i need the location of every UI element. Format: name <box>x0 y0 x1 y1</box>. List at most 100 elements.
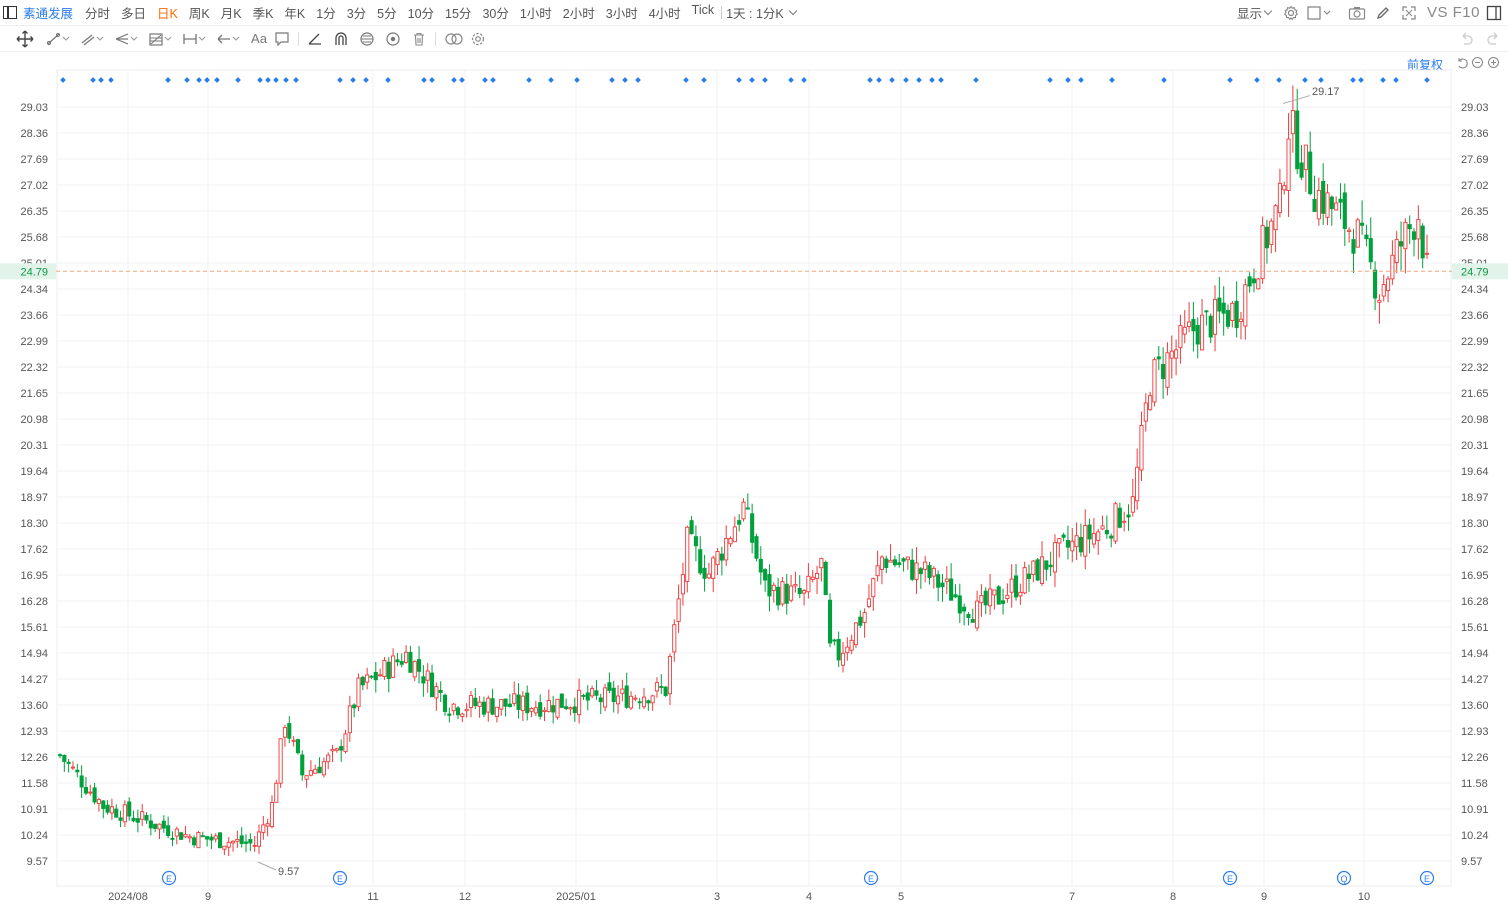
stock-name[interactable]: 素通发展 <box>23 7 74 21</box>
period-tab[interactable]: 3小时 <box>605 7 638 21</box>
zoom-out-icon[interactable] <box>1472 57 1483 68</box>
reset-icon[interactable] <box>1456 57 1469 75</box>
candle-down <box>507 703 512 707</box>
settings-icon[interactable] <box>1281 4 1301 22</box>
event-dot <box>257 77 263 83</box>
event-dot <box>1380 77 1386 83</box>
period-tab[interactable]: 15分 <box>445 7 472 21</box>
period-tab[interactable]: Tick <box>691 3 715 17</box>
period-tab[interactable]: 3分 <box>346 7 367 21</box>
price-adjust-label[interactable]: 前复权 <box>1407 58 1444 72</box>
candle-down <box>1360 222 1365 226</box>
candle-down <box>1156 356 1161 360</box>
candle-down <box>62 754 67 762</box>
event-dot <box>903 77 909 83</box>
candle-down <box>287 723 292 739</box>
candle-down <box>1078 536 1083 553</box>
period-tab[interactable]: 4小时 <box>648 7 681 21</box>
x-tick-label: 5 <box>898 891 904 903</box>
period-tab[interactable]: 1小时 <box>519 7 552 21</box>
candle-up <box>468 695 474 708</box>
candle-down <box>114 808 119 818</box>
pane-icon[interactable] <box>3 6 17 19</box>
candle-up <box>330 748 335 752</box>
period-tab[interactable]: 2小时 <box>562 7 595 21</box>
trash-icon[interactable] <box>411 28 427 50</box>
note-tool-icon[interactable] <box>274 28 290 50</box>
fullscreen-icon[interactable] <box>1399 4 1419 22</box>
period-tab[interactable]: 5分 <box>377 7 397 21</box>
candle-up <box>1390 254 1395 280</box>
period-tab[interactable]: 分时 <box>85 7 111 21</box>
window-icon[interactable] <box>1484 4 1504 22</box>
text-tool-icon[interactable]: Aa <box>251 31 267 46</box>
candle-up <box>849 639 854 651</box>
period-tab[interactable]: 1分 <box>316 7 336 21</box>
compare-icon[interactable] <box>444 28 464 50</box>
visible-icon[interactable] <box>385 28 401 50</box>
candle-up <box>326 754 331 763</box>
candle-up <box>1009 578 1014 593</box>
period-tab[interactable]: 多日 <box>121 7 147 21</box>
period-tab[interactable]: 月K <box>220 7 242 21</box>
candle-down <box>1338 198 1343 203</box>
layout-select[interactable] <box>1307 4 1335 22</box>
chevron-down-icon[interactable] <box>788 6 798 16</box>
candle-up <box>975 600 980 629</box>
camera-icon[interactable] <box>1347 4 1367 22</box>
y-tick-label: 18.97 <box>1461 492 1489 504</box>
candle-down <box>57 754 63 757</box>
line-tool-icon[interactable] <box>46 28 74 50</box>
period-tab[interactable]: 日K <box>157 7 178 21</box>
period-tab[interactable]: 30分 <box>482 7 509 21</box>
fib-tool-icon[interactable] <box>148 28 176 50</box>
range-selector[interactable]: 1天 : 1分K <box>726 7 784 21</box>
event-dot <box>90 77 96 83</box>
arrow-tool-icon[interactable] <box>216 28 244 50</box>
settings-icon[interactable] <box>470 28 486 50</box>
candle-up <box>222 845 227 850</box>
y-tick-label: 12.93 <box>20 726 48 738</box>
magnet-icon[interactable] <box>333 28 349 50</box>
candle-down <box>1312 198 1317 212</box>
period-tab[interactable]: 年K <box>284 7 306 21</box>
angle-icon[interactable] <box>307 28 323 50</box>
vs-f10-button[interactable]: VS F10 <box>1426 4 1480 21</box>
candle-up <box>819 557 824 569</box>
candle-up <box>650 695 655 704</box>
candle-up <box>308 770 313 776</box>
period-tab[interactable]: 季K <box>252 7 274 21</box>
channel-tool-icon[interactable] <box>80 28 108 50</box>
candle-up <box>1230 302 1235 321</box>
candle-down <box>1208 315 1213 338</box>
candle-up <box>931 567 936 577</box>
redo-icon[interactable] <box>1486 31 1502 47</box>
period-tab[interactable]: 10分 <box>407 7 435 21</box>
brush-icon[interactable] <box>1373 4 1393 22</box>
display-menu[interactable]: 显示 <box>1237 3 1275 22</box>
candle-up <box>451 703 456 712</box>
candle-down <box>1251 278 1257 284</box>
event-dot <box>459 77 465 83</box>
event-dot <box>385 77 391 83</box>
divider <box>435 31 436 46</box>
candle-up <box>988 588 993 607</box>
event-dot <box>108 77 114 83</box>
candle-up <box>404 651 409 663</box>
cross-move-icon[interactable] <box>16 28 34 50</box>
period-tab[interactable]: 周K <box>188 7 210 21</box>
candlestick-chart[interactable]: 29.0328.3627.6927.0226.3525.6825.0124.34… <box>0 52 1508 910</box>
zoom-in-icon[interactable] <box>1488 57 1499 68</box>
event-marker-label: E <box>337 874 343 884</box>
eye-hide-icon[interactable] <box>359 28 375 50</box>
measure-tool-icon[interactable] <box>182 28 210 50</box>
candle-up <box>1100 525 1105 530</box>
y-tick-label: 28.36 <box>1461 128 1489 140</box>
event-dot <box>1254 77 1260 83</box>
candle-down <box>763 569 768 581</box>
candle-down <box>455 707 461 716</box>
low-leader <box>257 861 277 871</box>
undo-icon[interactable] <box>1458 31 1474 47</box>
fork-tool-icon[interactable] <box>114 28 142 50</box>
candle-down <box>858 616 863 626</box>
